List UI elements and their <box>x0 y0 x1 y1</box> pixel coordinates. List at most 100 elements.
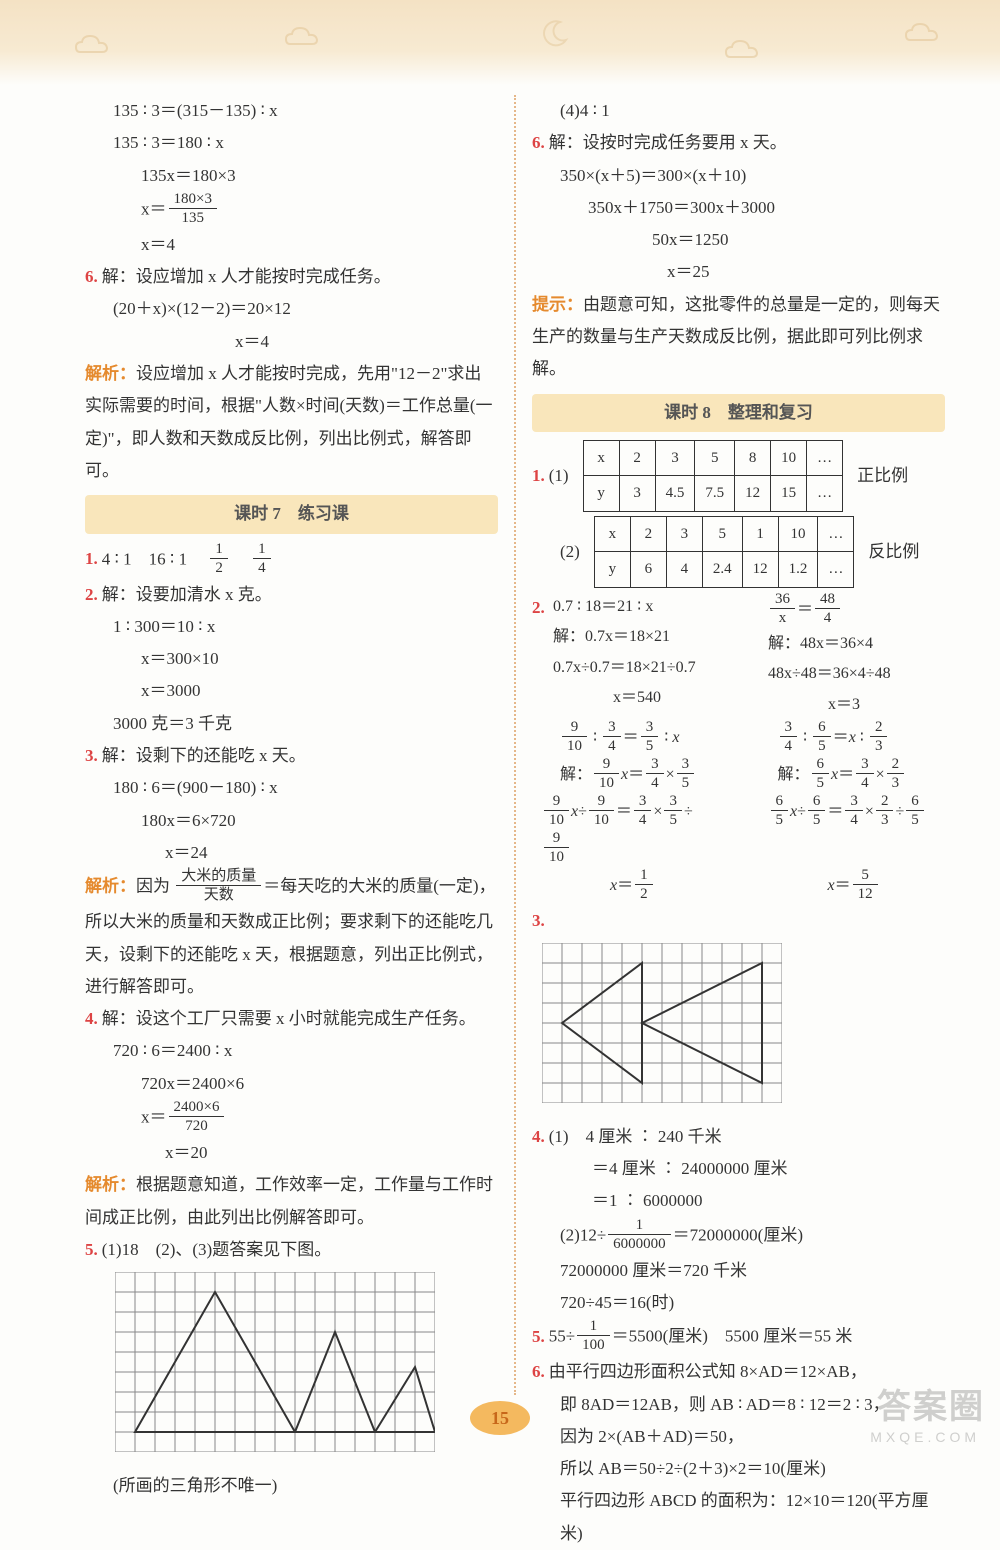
fraction: 35 <box>664 792 682 829</box>
analysis-label: 解析： <box>85 1175 136 1194</box>
eq-line: 由平行四边形面积公式知 8×AD＝12×AB， <box>549 1362 867 1381</box>
analysis: 解析：根据题意知道，工作效率一定，工作量与工作时间成正比例，由此列出比例解答即可… <box>85 1169 498 1234</box>
question-number: 6. <box>85 267 98 286</box>
fraction: 910 <box>562 718 587 755</box>
content-columns: 135 ∶ 3＝(315－135) ∶ x 135 ∶ 3＝180 ∶ x 13… <box>85 95 945 1395</box>
section-heading-7: 课时 7 练习课 <box>85 495 498 533</box>
table-cell: y <box>594 552 630 588</box>
eq-lhs: x＝ <box>141 1107 167 1126</box>
table-cell: 2 <box>619 440 655 476</box>
fraction: 36x <box>770 590 795 627</box>
question-3: 3. <box>532 905 945 937</box>
fraction: 910 <box>544 792 569 829</box>
eq-line: 36x＝484 <box>768 592 933 629</box>
part-label: (1) <box>549 466 569 485</box>
eq-row-e: 910x÷910＝34×35÷910 65x÷65＝34×23÷65 <box>532 794 945 868</box>
fraction: 34 <box>603 718 621 755</box>
question-number: 6. <box>532 1362 545 1381</box>
eq-line: x＝20 <box>85 1137 498 1169</box>
eq-row-c: 910 ∶ 34＝35 ∶ x 34 ∶ 65＝x ∶ 23 <box>532 720 945 757</box>
eq-text: ＝5500(厘米) 5500 厘米＝55 米 <box>612 1327 853 1346</box>
eq-line: 720x＝2400×6 <box>85 1068 498 1100</box>
section-heading-8: 课时 8 整理和复习 <box>532 394 945 432</box>
fraction: 65 <box>906 792 924 829</box>
eq-line: 72000000 厘米＝720 千米 <box>532 1255 945 1287</box>
eq-line: 所以 AB＝50÷2÷(2＋3)×2＝10(厘米) <box>532 1453 945 1485</box>
question-1: 1.4 ∶ 1 16 ∶ 1 12 14 <box>85 542 498 579</box>
fraction: 2400×6720 <box>169 1098 225 1135</box>
eq-line: x＝540 <box>553 683 718 713</box>
eq-text: ＝72000000(厘米) <box>673 1225 803 1244</box>
table-cell: 10 <box>771 440 807 476</box>
table-cell: x <box>594 516 630 552</box>
page-number-badge: 15 <box>470 1401 530 1435</box>
tip-label: 提示： <box>532 295 583 314</box>
fraction: 34 <box>780 718 798 755</box>
eq-line: ＝1 ∶ 6000000 <box>532 1185 945 1217</box>
eq-line: 135x＝180×3 <box>85 160 498 192</box>
eq-line: 0.7 ∶ 18＝21 ∶ x <box>553 592 718 622</box>
question-number: 5. <box>85 1240 98 1259</box>
eq-line: x＝24 <box>85 837 498 869</box>
eq-line: 解：65x＝34×23 <box>778 757 946 794</box>
analysis-text: 因为 <box>136 877 170 896</box>
fraction: 23 <box>887 755 905 792</box>
eq-line: x＝4 <box>85 326 498 358</box>
fraction: 910 <box>589 792 614 829</box>
fraction: 23 <box>876 792 894 829</box>
table-cell: … <box>807 440 843 476</box>
fraction: 65 <box>808 792 826 829</box>
eq-col-a: 0.7 ∶ 18＝21 ∶ x 解：0.7x＝18×21 0.7x÷0.7＝18… <box>553 592 718 720</box>
eq-line: 180 ∶ 6＝(900－180) ∶ x <box>85 772 498 804</box>
table-cell: 7.5 <box>695 476 735 512</box>
right-column: (4)4 ∶ 1 6.解：设按时完成任务要用 x 天。 350×(x＋5)＝30… <box>532 95 945 1395</box>
eq-line: 34 ∶ 65＝x ∶ 23 <box>778 720 946 757</box>
proportion-label: 正比例 <box>857 460 908 492</box>
eq-line: 135 ∶ 3＝(315－135) ∶ x <box>85 95 498 127</box>
question-5: 5.55÷1100＝5500(厘米) 5500 厘米＝55 米 <box>532 1319 945 1356</box>
eq-line: 350×(x＋5)＝300×(x＋10) <box>532 160 945 192</box>
fraction: 35 <box>677 755 695 792</box>
question-number: 2. <box>532 598 545 617</box>
question-2: 2.解：设要加清水 x 克。 <box>85 579 498 611</box>
fraction: 910 <box>544 829 569 866</box>
eq-line: 1 ∶ 300＝10 ∶ x <box>85 611 498 643</box>
eq-line: 910 ∶ 34＝35 ∶ x <box>560 720 728 757</box>
tip: 提示：由题意可知，这批零件的总量是一定的，则每天生产的数量与生产天数成反比例，据… <box>532 289 945 386</box>
question-1-part1: 1.(1) x235810…y34.57.51215… 正比例 <box>532 440 945 512</box>
fraction: 大米的质量天数 <box>176 867 261 904</box>
analysis-label: 解析： <box>85 877 136 896</box>
eq-line: 720÷45＝16(时) <box>532 1287 945 1319</box>
table-cell: 12 <box>735 476 771 512</box>
table-cell: x <box>583 440 619 476</box>
table-cell: … <box>807 476 843 512</box>
eq-line: 3000 克＝3 千克 <box>85 708 498 740</box>
question-1-part2: (2) x235110…y642.4121.2… 反比例 <box>532 516 945 588</box>
grid-svg <box>115 1272 435 1452</box>
eq-line: ＝4 厘米 ∶ 24000000 厘米 <box>532 1153 945 1185</box>
eq-line: 65x÷65＝34×23÷65 <box>769 794 946 868</box>
tip-text: 由题意可知，这批零件的总量是一定的，则每天生产的数量与生产天数成反比例，据此即可… <box>532 295 940 379</box>
table-cell: 8 <box>735 440 771 476</box>
fraction: 910 <box>594 755 619 792</box>
eq-line: 910x÷910＝34×35÷910 <box>542 794 719 868</box>
eq-line: x＝300×10 <box>85 643 498 675</box>
question-number: 4. <box>532 1127 545 1146</box>
left-column: 135 ∶ 3＝(315－135) ∶ x 135 ∶ 3＝180 ∶ x 13… <box>85 95 498 1395</box>
table-cell: 3 <box>619 476 655 512</box>
eq-line: 解：48x＝36×4 <box>768 629 933 659</box>
table-cell: … <box>818 552 854 588</box>
fraction: 12 <box>635 866 653 903</box>
analysis-text: ＝每天吃的大米的质量(一定)， <box>263 877 495 896</box>
eq-line: x＝3000 <box>85 675 498 707</box>
question-4: 4.解：设这个工厂只需要 x 小时就能完成生产任务。 <box>85 1003 498 1035</box>
table-cell: 15 <box>771 476 807 512</box>
question-number: 1. <box>532 466 545 485</box>
data-table-2: x235110…y642.4121.2… <box>594 516 855 588</box>
eq-line: (1) 4 厘米 ∶ 240 千米 <box>549 1127 722 1146</box>
question-6: 6.解：设应增加 x 人才能按时完成任务。 <box>85 261 498 293</box>
grid-figure-b <box>542 943 945 1114</box>
question-4: 4.(1) 4 厘米 ∶ 240 千米 <box>532 1121 945 1153</box>
fraction: 34 <box>856 755 874 792</box>
eq-line: 720 ∶ 6＝2400 ∶ x <box>85 1035 498 1067</box>
